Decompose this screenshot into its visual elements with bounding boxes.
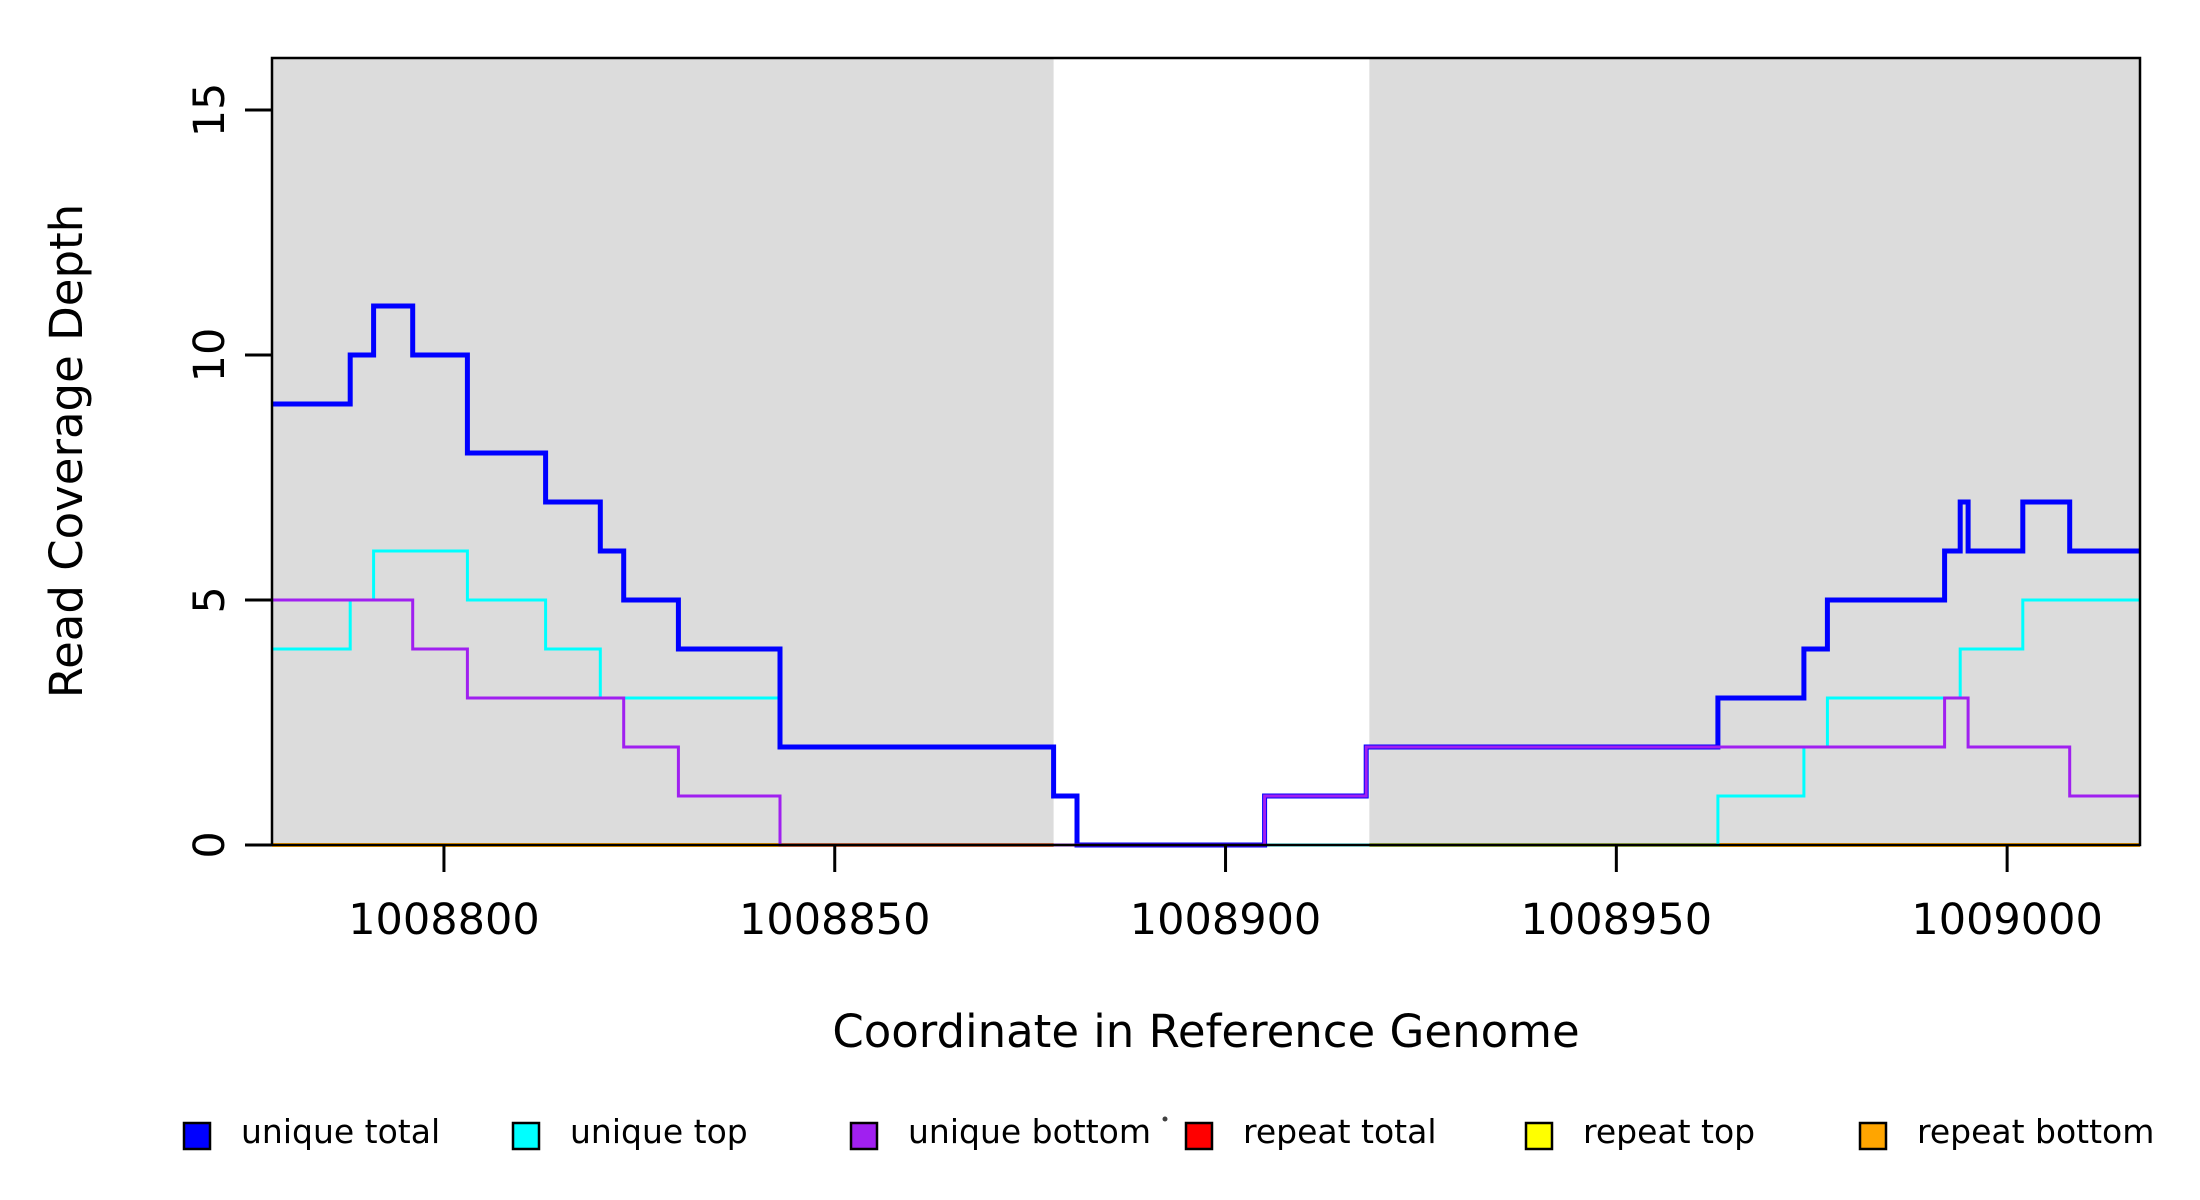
legend-item-unique-bottom: unique bottom (849, 1112, 1151, 1151)
y-tick-label: 5 (185, 586, 235, 613)
x-axis-title: Coordinate in Reference Genome (832, 1005, 1579, 1058)
x-tick-label: 1008850 (739, 895, 931, 945)
legend-swatch (1858, 1121, 1888, 1151)
y-tick-label: 0 (185, 831, 235, 858)
x-tick-label: 1009000 (1911, 895, 2103, 945)
repeat-region-right (1369, 58, 2140, 845)
legend-label: unique top (570, 1112, 748, 1151)
series-line-unique-total (272, 303, 2140, 848)
legend-swatch (849, 1121, 879, 1151)
shaded-repeat-regions (272, 58, 2140, 845)
legend-label: unique bottom (908, 1112, 1151, 1151)
legend-item-repeat-bottom: repeat bottom (1858, 1112, 2154, 1151)
legend-item-unique-top: unique top (511, 1112, 748, 1151)
x-tick-label: 1008800 (348, 895, 540, 945)
legend: unique total unique top unique bottom repea… (182, 1112, 2154, 1151)
y-tick-label: 15 (185, 83, 235, 138)
legend-label: unique total (241, 1112, 440, 1151)
legend-swatch (182, 1121, 212, 1151)
axes: 1008800 1008850 1008900 1008950 1009000 0 5 10 1… (185, 83, 2103, 945)
legend-item-repeat-total: repeat total (1184, 1112, 1437, 1151)
legend-label: repeat bottom (1917, 1112, 2154, 1151)
legend-swatch (1524, 1121, 1554, 1151)
x-tick-label: 1008950 (1521, 895, 1713, 945)
legend-swatch (1184, 1121, 1214, 1151)
y-tick-label: 10 (185, 328, 235, 383)
plot-border-box (270, 56, 2142, 847)
legend-item-unique-total: unique total (182, 1112, 440, 1151)
y-axis-title: Read Coverage Depth (40, 204, 93, 698)
repeat-region-left (272, 58, 1054, 845)
legend-label: repeat total (1243, 1112, 1437, 1151)
legend-label: repeat top (1583, 1112, 1755, 1151)
legend-swatch (511, 1121, 541, 1151)
stray-dot-artifact (1162, 1116, 1168, 1122)
x-tick-label: 1008900 (1130, 895, 1322, 945)
legend-item-repeat-top: repeat top (1524, 1112, 1755, 1151)
